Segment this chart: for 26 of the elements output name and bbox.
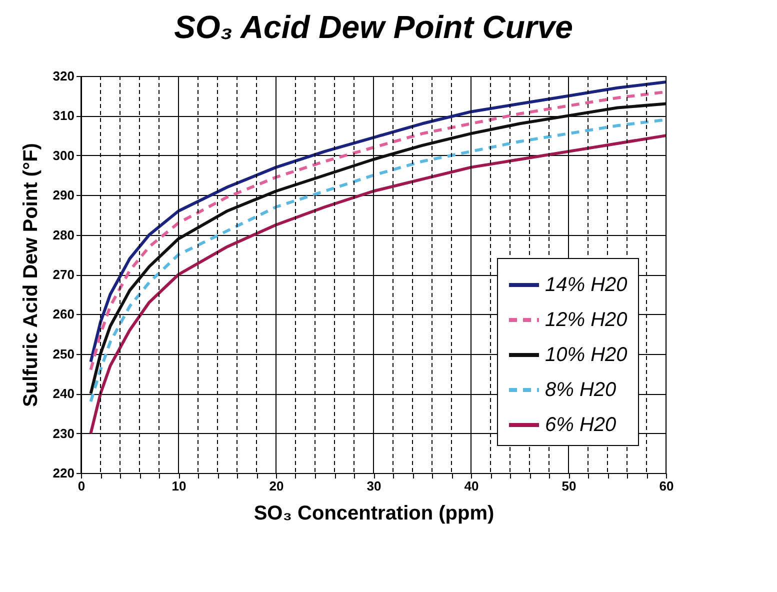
y-tick-label: 300 — [52, 148, 74, 163]
x-tick-label: 30 — [366, 478, 382, 494]
x-tick-label: 0 — [78, 478, 86, 494]
y-tick-label: 220 — [52, 466, 74, 480]
y-axis-title: Sulfuric Acid Dew Point (°F) — [20, 143, 42, 407]
legend-label: 6% H20 — [545, 414, 616, 436]
chart-title: SO₃ Acid Dew Point Curve — [174, 9, 573, 45]
y-tick-label: 240 — [52, 386, 74, 402]
y-tick-label: 310 — [52, 108, 74, 124]
y-tick-label: 260 — [52, 306, 74, 322]
y-tick-label: 250 — [52, 346, 74, 362]
legend-label: 8% H20 — [545, 379, 616, 401]
legend-label: 14% H20 — [545, 274, 628, 296]
y-tick-label: 320 — [52, 68, 74, 84]
legend-label: 12% H20 — [545, 309, 628, 331]
x-tick-label: 20 — [269, 478, 284, 494]
x-tick-label: 10 — [172, 478, 186, 494]
legend-label: 10% H20 — [545, 344, 628, 366]
y-tick-label: 280 — [52, 227, 74, 242]
x-tick-label: 60 — [659, 478, 674, 494]
x-axis-title: SO₃ Concentration (ppm) — [254, 502, 494, 524]
y-tick-label: 270 — [52, 267, 74, 282]
x-tick-label: 50 — [562, 478, 576, 494]
x-tick-label: 40 — [464, 478, 479, 494]
y-tick-label: 290 — [52, 188, 74, 203]
y-tick-label: 230 — [52, 426, 74, 441]
